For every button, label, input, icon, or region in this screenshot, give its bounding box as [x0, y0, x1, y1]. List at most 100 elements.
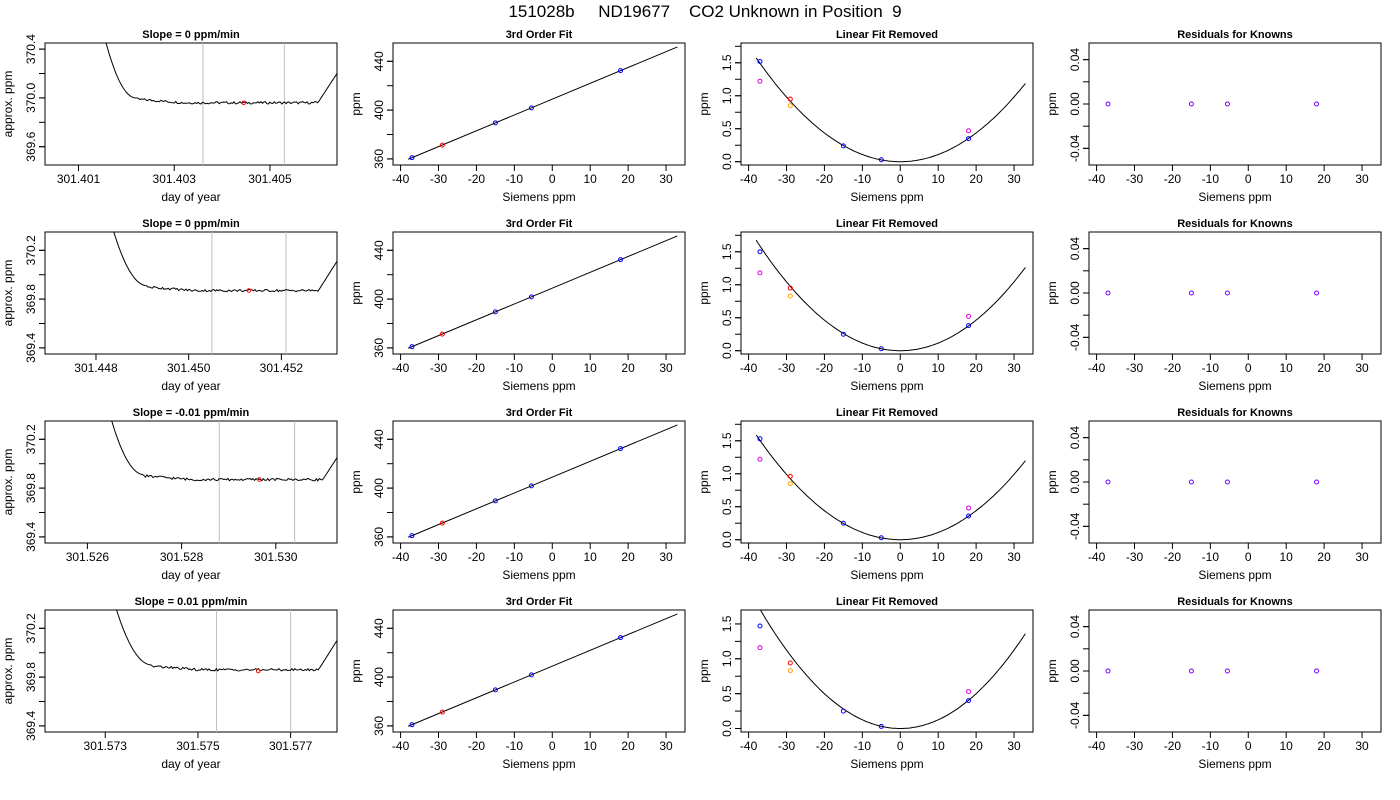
- x-tick-label: -30: [430, 739, 448, 753]
- data-point: [528, 105, 534, 111]
- data-point: [757, 270, 763, 276]
- fit-line: [407, 235, 678, 349]
- y-axis-label: approx. ppm: [1, 638, 15, 705]
- data-point: [787, 481, 793, 487]
- plot-frame: [392, 42, 686, 166]
- fit-line: [407, 46, 678, 160]
- residual-point: [1224, 101, 1230, 107]
- x-tick-label: 30: [659, 739, 673, 753]
- y-tick-label: 1.0: [720, 465, 734, 482]
- y-tick-label: -0.04: [1068, 134, 1082, 162]
- data-point: [618, 446, 624, 452]
- panel-title: Linear Fit Removed: [836, 218, 938, 230]
- x-tick-label: 20: [969, 172, 983, 186]
- y-axis-label: ppm: [349, 470, 363, 493]
- y-tick-label: -0.04: [1068, 512, 1082, 540]
- y-tick-label: 1.5: [720, 615, 734, 632]
- residual-point: [1224, 479, 1230, 485]
- data-point: [966, 128, 972, 134]
- x-tick-label: 0: [549, 172, 556, 186]
- data-point: [439, 520, 445, 526]
- x-tick-label: 10: [584, 361, 598, 375]
- y-tick-label: 0.00: [1068, 281, 1082, 305]
- data-point: [757, 645, 763, 651]
- x-tick-label: -20: [1164, 361, 1182, 375]
- x-tick-label: 20: [1317, 550, 1331, 564]
- residual-point: [1105, 101, 1111, 107]
- y-tick-label: 0.04: [1068, 237, 1082, 261]
- plot-area: [407, 613, 678, 728]
- plot-area: [111, 421, 337, 543]
- x-tick-label: -20: [816, 361, 834, 375]
- panel-title: Linear Fit Removed: [836, 407, 938, 419]
- panel-title: Residuals for Knowns: [1177, 29, 1293, 41]
- y-tick-label: 1.0: [720, 87, 734, 104]
- data-point: [618, 68, 624, 74]
- x-tick-label: -10: [1202, 361, 1220, 375]
- y-tick-label: 0.04: [1068, 48, 1082, 72]
- x-tick-label: 301.526: [66, 550, 110, 564]
- data-point: [618, 257, 624, 263]
- data-point: [878, 346, 884, 352]
- data-point: [439, 709, 445, 715]
- y-tick-label: 400: [372, 100, 386, 120]
- x-tick-label: 0: [549, 550, 556, 564]
- panel-cal-fit-2: 3rd Order Fit Siemens ppm ppm -40 -30 -20 -10 0…: [349, 218, 686, 393]
- y-tick-label: 440: [372, 429, 386, 449]
- plot-area: [407, 46, 678, 161]
- y-tick-label: 440: [372, 240, 386, 260]
- plot-frame: [740, 231, 1034, 355]
- data-point: [439, 331, 445, 337]
- data-point: [528, 672, 534, 678]
- y-tick-label: 1.0: [720, 650, 734, 667]
- x-tick-label: 0: [1245, 361, 1252, 375]
- x-tick-label: 10: [1280, 361, 1294, 375]
- y-tick-label: 0.5: [720, 120, 734, 137]
- mean-point: [241, 100, 246, 106]
- panel-title: Slope = -0.01 ppm/min: [133, 407, 250, 419]
- x-tick-label: -40: [1088, 361, 1106, 375]
- x-tick-label: 30: [1007, 172, 1021, 186]
- residual-point: [1188, 479, 1194, 485]
- residual-point: [1314, 290, 1320, 296]
- trace-line: [105, 43, 337, 105]
- residual-point: [1188, 290, 1194, 296]
- panel-time-trace-1: Slope = 0 ppm/min day of year approx. ppm 3…: [1, 29, 338, 204]
- y-tick-label: 370.4: [24, 34, 38, 64]
- panel-residuals-1: Residuals for Knowns Siemens ppm ppm -40 -30…: [1045, 29, 1382, 204]
- data-point: [492, 120, 498, 126]
- y-tick-label: 0.00: [1068, 470, 1082, 494]
- x-axis-label: day of year: [161, 757, 220, 771]
- plot-area: [105, 43, 337, 165]
- x-tick-label: -30: [778, 739, 796, 753]
- panel-title: Residuals for Knowns: [1177, 218, 1293, 230]
- plot-frame: [392, 420, 686, 544]
- data-point: [757, 249, 763, 255]
- x-axis-label: Siemens ppm: [502, 568, 575, 582]
- y-tick-label: 369.4: [24, 522, 38, 552]
- panel-linear-removed-1: Linear Fit Removed Siemens ppm ppm -40 -30 -2…: [697, 29, 1034, 204]
- data-point: [439, 142, 445, 148]
- data-point: [757, 623, 763, 629]
- panel-linear-removed-3: Linear Fit Removed Siemens ppm ppm -40 -30 -2…: [697, 407, 1034, 582]
- y-axis-label: ppm: [697, 659, 711, 682]
- y-axis-label: ppm: [1045, 659, 1059, 682]
- x-tick-label: 10: [1280, 172, 1294, 186]
- x-tick-label: -10: [854, 550, 872, 564]
- y-axis-label: ppm: [1045, 470, 1059, 493]
- y-tick-label: 1.0: [720, 276, 734, 293]
- x-tick-label: -10: [1202, 172, 1220, 186]
- plot-frame: [1088, 609, 1382, 733]
- plot-area: [755, 239, 1026, 352]
- y-axis-label: approx. ppm: [1, 449, 15, 516]
- y-tick-label: 0.0: [720, 342, 734, 359]
- data-point: [966, 513, 972, 519]
- x-tick-label: 10: [932, 172, 946, 186]
- x-tick-label: -20: [1164, 172, 1182, 186]
- panel-title: Slope = 0.01 ppm/min: [135, 596, 248, 608]
- x-tick-label: 0: [897, 172, 904, 186]
- data-point: [966, 323, 972, 329]
- trace-line: [113, 232, 337, 293]
- x-tick-label: -10: [506, 361, 524, 375]
